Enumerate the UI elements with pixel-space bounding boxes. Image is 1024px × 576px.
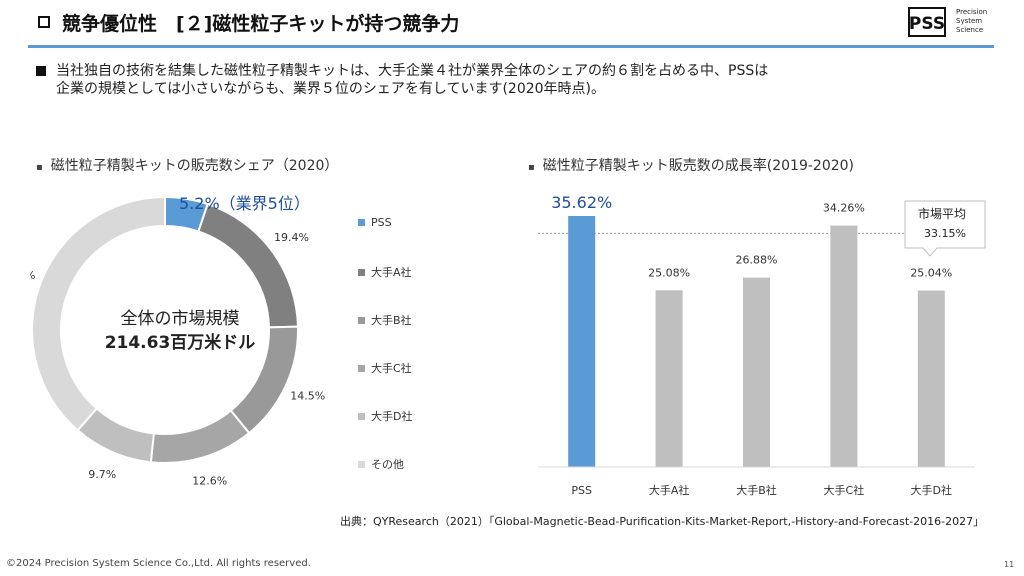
logo-wordmark: Precision System Science [956,8,988,34]
bar-category-label-5: 大手D社 [911,483,952,497]
legend-swatch [358,219,365,226]
bar-4 [830,225,858,467]
slide-title: 競争優位性 [２]磁性粒子キットが持つ競争力 [38,8,459,36]
market-size-label: 全体の市場規模 [120,309,240,329]
market-average-label: 市場平均 [918,206,966,221]
bar-category-label-1: PSS [571,484,592,497]
bullet-icon: ▪ [36,162,43,173]
legend-swatch [358,412,365,420]
legend-label: 大手A社 [371,266,412,279]
market-size-value: 214.63百万米ドル [104,333,256,353]
donut-center-label: 全体の市場規模 214.63百万米ドル [80,307,280,355]
share-donut-chart: 5.2%（業界5位） 19.4% 14.5% 12.6% 9.7% 38.6% [30,194,325,485]
bar-2 [655,290,683,467]
growth-chart-heading: ▪ 磁性粒子精製キット販売数の成長率(2019-2020) [528,158,855,174]
donut-data-label-2: 19.4% [274,231,309,244]
source-citation: 出典：QYResearch（2021）「Global-Magnetic-Bead… [340,515,985,528]
lead-paragraph: 当社独自の技術を結集した磁性粒子精製キットは、大手企業４社が業界全体のシェアの約… [36,62,976,98]
legend-label: 大手C社 [371,362,412,375]
legend-swatch [358,316,365,324]
legend-item: PSS [358,216,392,229]
copyright-text: ©2024 Precision System Science Co.,Ltd. … [6,558,311,569]
growth-bar-chart: 35.62% PSS 25.08% 大手A社 26.88% 大手B社 34.26% 大手C社 2… [538,193,986,497]
page-number: 11 [1004,560,1015,569]
legend-swatch [358,268,365,276]
legend-label: 大手D社 [371,410,413,423]
bar-category-label-3: 大手B社 [736,483,777,497]
title-square-icon [38,16,50,28]
bullet-square-icon [36,66,46,76]
legend-item: その他 [358,456,404,472]
bar-category-label-4: 大手C社 [824,483,865,497]
page-title: 競争優位性 [２]磁性粒子キットが持つ競争力 [62,12,460,35]
bar-3 [743,277,770,467]
legend-swatch [358,460,365,468]
share-chart-heading: ▪ 磁性粒子精製キットの販売数シェア（2020） [36,158,339,174]
bullet-icon: ▪ [528,162,535,173]
donut-data-label-3: 14.5% [290,390,325,403]
bar-category-label-2: 大手A社 [649,483,690,497]
donut-slice-6 [31,195,166,432]
legend-item: 大手A社 [358,264,412,280]
bar-value-label-2: 25.08% [648,266,690,279]
title-underline [28,45,994,48]
bar-value-label-5: 25.04% [910,267,952,280]
bar-value-label-1: 35.62% [551,193,612,212]
legend-label: その他 [371,458,404,471]
donut-data-label-6: 38.6% [30,269,35,282]
legend-item: 大手D社 [358,408,412,424]
donut-data-label-4: 12.6% [192,474,227,485]
bar-value-label-3: 26.88% [736,254,778,267]
svg-text:PSS: PSS [909,14,945,34]
legend-item: 大手B社 [358,312,412,328]
bar-5 [917,290,945,467]
legend-swatch [358,364,365,372]
legend-label: PSS [371,216,392,229]
pss-logo-mark: PSS [908,7,946,37]
donut-slice-4 [149,409,251,464]
market-average-callout: 市場平均 33.15% [904,200,986,257]
donut-data-label-1: 5.2%（業界5位） [179,194,310,213]
legend-label: 大手B社 [371,314,412,327]
bar-value-label-4: 34.26% [823,202,865,215]
market-average-value: 33.15% [924,227,966,240]
bar-1 [568,216,596,467]
legend-item: 大手C社 [358,360,412,376]
company-logo: PSS Precision System Science [908,6,992,40]
lead-text: 当社独自の技術を結集した磁性粒子精製キットは、大手企業４社が業界全体のシェアの約… [56,63,769,97]
donut-data-label-5: 9.7% [88,468,116,481]
